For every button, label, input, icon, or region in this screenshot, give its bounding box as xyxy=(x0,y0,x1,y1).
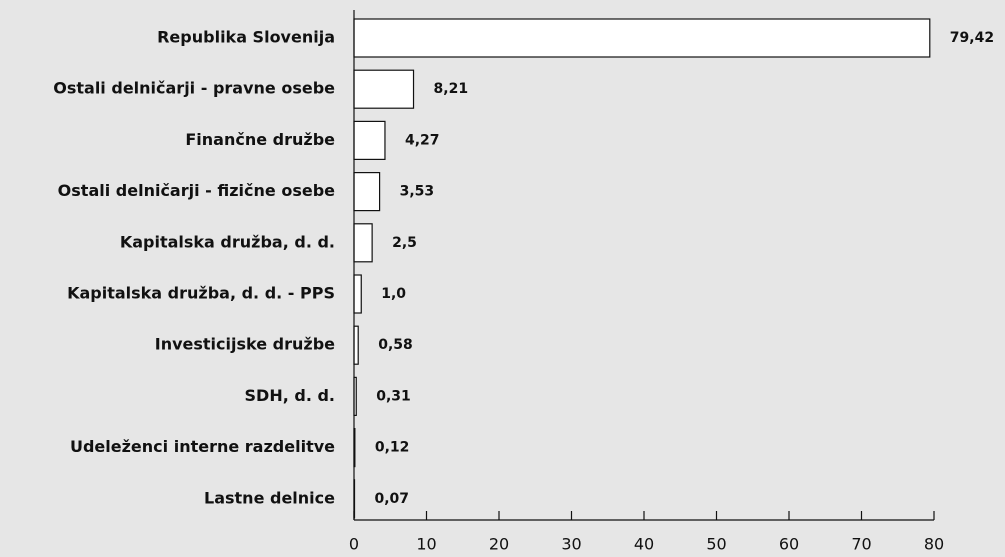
x-tick-label: 0 xyxy=(349,535,359,554)
y-tick-label: Ostali delničarji - fizične osebe xyxy=(58,181,335,200)
y-tick-label: Finančne družbe xyxy=(185,130,335,149)
bar xyxy=(353,120,386,161)
value-label: 79,42 xyxy=(950,30,994,46)
y-tick-label: Ostali delničarji - pravne osebe xyxy=(53,79,335,98)
bar xyxy=(353,223,373,263)
x-tick-label: 40 xyxy=(634,535,654,554)
value-label: 3,53 xyxy=(400,184,435,200)
x-tick-label: 70 xyxy=(851,535,871,554)
value-label: 0,31 xyxy=(376,388,411,404)
value-label: 8,21 xyxy=(434,81,469,97)
x-tick-label: 50 xyxy=(706,535,726,554)
value-label: 4,27 xyxy=(405,132,440,148)
x-tick-label: 80 xyxy=(924,535,944,554)
bar xyxy=(353,18,931,58)
bar xyxy=(353,325,359,365)
value-label: 0,07 xyxy=(375,491,410,507)
x-tick-label: 60 xyxy=(779,535,799,554)
bar xyxy=(353,69,415,109)
y-tick-label: Investicijske družbe xyxy=(155,335,335,354)
x-tick-label: 10 xyxy=(416,535,436,554)
value-label: 0,58 xyxy=(378,337,413,353)
y-tick-label: Udeleženci interne razdelitve xyxy=(70,437,335,456)
x-tick-label: 20 xyxy=(489,535,509,554)
bar xyxy=(353,274,362,314)
y-tick-label: Kapitalska družba, d. d. - PPS xyxy=(67,284,335,303)
bar xyxy=(353,172,381,212)
y-tick-label: Lastne delnice xyxy=(204,488,335,507)
x-tick-label: 30 xyxy=(561,535,581,554)
value-label: 2,5 xyxy=(392,235,417,251)
y-tick-label: SDH, d. d. xyxy=(245,386,335,405)
value-label: 1,0 xyxy=(381,286,406,302)
value-label: 0,12 xyxy=(375,440,410,456)
y-tick-label: Kapitalska družba, d. d. xyxy=(120,232,335,251)
y-tick-label: Republika Slovenija xyxy=(157,28,335,47)
